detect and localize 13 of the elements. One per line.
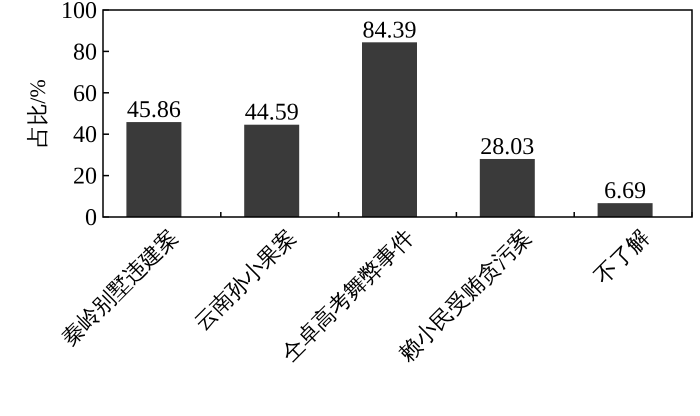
y-axis-title: 占比/% — [25, 79, 50, 148]
x-tick-label: 不了解 — [590, 224, 654, 289]
data-label: 45.86 — [126, 97, 181, 124]
y-tick-label: 100 — [61, 0, 97, 24]
data-label: 28.03 — [480, 134, 534, 160]
y-tick-label: 20 — [73, 164, 97, 190]
data-label: 84.39 — [362, 17, 416, 44]
y-tick-label: 40 — [73, 122, 97, 148]
data-label: 6.69 — [604, 178, 646, 204]
y-tick-label: 60 — [73, 80, 97, 107]
y-tick-label: 80 — [73, 39, 97, 66]
data-label: 44.59 — [244, 100, 299, 126]
x-tick-label: 云南孙小果案 — [190, 224, 301, 336]
